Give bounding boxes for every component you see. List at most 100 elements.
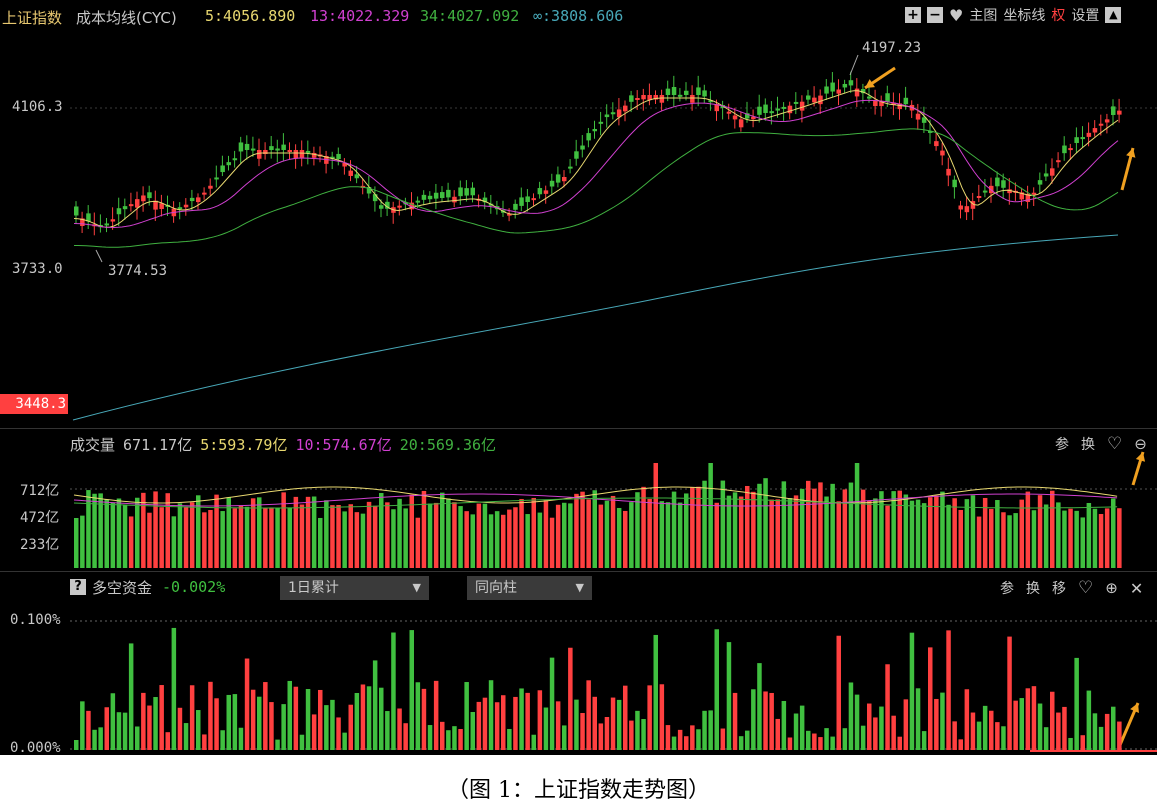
help-icon[interactable]: ? bbox=[70, 579, 86, 595]
capital-move-button[interactable]: 移 bbox=[1052, 581, 1066, 597]
candlestick bbox=[269, 146, 274, 150]
capital-bar bbox=[226, 694, 231, 750]
volume-bar bbox=[464, 511, 469, 568]
capital-bar bbox=[104, 707, 109, 750]
volume-bar bbox=[153, 491, 158, 568]
bar-style-dropdown-label: 同向柱 bbox=[475, 580, 517, 596]
candlestick bbox=[482, 197, 488, 203]
divider bbox=[0, 428, 1157, 429]
volume-favorite-icon[interactable]: ♡ bbox=[1107, 434, 1123, 454]
capital-favorite-icon[interactable]: ♡ bbox=[1078, 578, 1094, 598]
capital-bar bbox=[854, 694, 860, 750]
capital-bar bbox=[562, 725, 567, 750]
capital-bar bbox=[98, 727, 103, 750]
capital-bar bbox=[397, 708, 402, 750]
candlestick bbox=[702, 90, 707, 97]
rights-adjust-button[interactable]: 权 bbox=[1051, 8, 1066, 24]
capital-swap-button[interactable]: 换 bbox=[1026, 581, 1040, 597]
price-axis-low-tag: 3448.3 bbox=[0, 394, 68, 414]
candlestick bbox=[653, 95, 658, 100]
capital-bar bbox=[549, 657, 555, 750]
volume-bar bbox=[525, 514, 530, 568]
capital-bar bbox=[220, 730, 225, 750]
zoom-in-icon[interactable]: + bbox=[905, 7, 921, 23]
volume-bar bbox=[842, 489, 848, 568]
candlestick bbox=[860, 89, 866, 94]
volume-title[interactable]: 成交量 bbox=[70, 436, 116, 454]
capital-zoom-icon[interactable]: ⊕ bbox=[1105, 579, 1118, 597]
peak-annotation: 4197.23 bbox=[862, 40, 922, 56]
volume-bar bbox=[159, 507, 164, 568]
capital-bar bbox=[141, 692, 146, 750]
capital-bar bbox=[702, 710, 707, 750]
volume-bar bbox=[598, 504, 604, 568]
capital-bar bbox=[501, 695, 506, 750]
candlestick bbox=[757, 106, 762, 115]
candlestick bbox=[964, 206, 970, 213]
capital-bar bbox=[513, 696, 518, 750]
capital-bar bbox=[806, 730, 811, 750]
candlestick bbox=[525, 196, 530, 203]
peak-pointer bbox=[849, 54, 859, 76]
indicator-name[interactable]: 成本均线(CYC) bbox=[76, 9, 177, 27]
volume-bar bbox=[226, 497, 231, 568]
volume-bar bbox=[116, 498, 122, 568]
volume-ref-button[interactable]: 参 bbox=[1055, 437, 1069, 453]
capital-ref-button[interactable]: 参 bbox=[1000, 581, 1014, 597]
capital-bar bbox=[1080, 735, 1085, 750]
candlestick bbox=[635, 98, 640, 100]
volume-bar bbox=[921, 503, 927, 568]
capital-bar bbox=[293, 686, 299, 750]
candlestick bbox=[781, 106, 787, 109]
candlestick bbox=[897, 103, 902, 110]
candlestick bbox=[830, 82, 835, 92]
volume-axis-low: 233亿 bbox=[20, 537, 60, 553]
volume-bar bbox=[720, 480, 726, 568]
favorite-heart-icon[interactable]: ♥ bbox=[949, 5, 964, 25]
capital-bar bbox=[751, 689, 756, 750]
volume-swap-button[interactable]: 换 bbox=[1081, 437, 1095, 453]
candlestick bbox=[616, 109, 622, 118]
collapse-up-icon[interactable]: ▲ bbox=[1105, 7, 1122, 23]
volume-bar bbox=[1043, 504, 1049, 568]
accumulate-dropdown[interactable]: 1日累计 ▼ bbox=[280, 576, 429, 600]
volume-bar bbox=[1007, 515, 1012, 568]
candlestick bbox=[903, 97, 909, 105]
volume-bar bbox=[281, 492, 286, 568]
capital-bar bbox=[1001, 726, 1006, 750]
volume-bar bbox=[830, 483, 835, 568]
volume-bar bbox=[952, 498, 957, 568]
coordinate-line-button[interactable]: 坐标线 bbox=[1003, 8, 1046, 24]
capital-bar bbox=[659, 684, 665, 750]
close-icon[interactable]: ✕ bbox=[1129, 578, 1144, 598]
capital-bar bbox=[635, 710, 640, 750]
main-chart-button[interactable]: 主图 bbox=[969, 8, 998, 24]
capital-bar bbox=[421, 688, 427, 750]
capital-bar bbox=[342, 732, 347, 750]
volume-bar bbox=[202, 512, 207, 568]
candlestick bbox=[342, 163, 347, 167]
zoom-out-icon[interactable]: − bbox=[927, 7, 943, 23]
volume-bar bbox=[867, 500, 872, 568]
capital-title[interactable]: 多空资金 bbox=[92, 578, 153, 597]
capital-bar bbox=[860, 725, 866, 750]
volume-bar bbox=[501, 514, 506, 568]
volume-bar bbox=[1050, 490, 1055, 568]
volume-bar bbox=[848, 482, 854, 568]
capital-bar bbox=[592, 696, 597, 750]
volume-bar bbox=[1031, 510, 1037, 568]
volume-zoom-out-icon[interactable]: ⊖ bbox=[1134, 435, 1147, 453]
settings-button[interactable]: 设置 bbox=[1071, 8, 1100, 24]
bar-style-dropdown[interactable]: 同向柱 ▼ bbox=[467, 576, 592, 600]
capital-bar bbox=[403, 723, 408, 750]
volume-bar bbox=[769, 499, 774, 568]
capital-bar bbox=[568, 647, 573, 750]
capital-bar bbox=[537, 690, 543, 750]
capital-bar bbox=[531, 734, 536, 750]
ma5-value: 5:4056.890 bbox=[205, 7, 296, 25]
index-title[interactable]: 上证指数 bbox=[2, 9, 63, 27]
candlestick bbox=[86, 213, 91, 222]
capital-bar bbox=[696, 729, 701, 750]
capital-bar bbox=[616, 699, 622, 750]
capital-bar bbox=[995, 722, 1000, 750]
